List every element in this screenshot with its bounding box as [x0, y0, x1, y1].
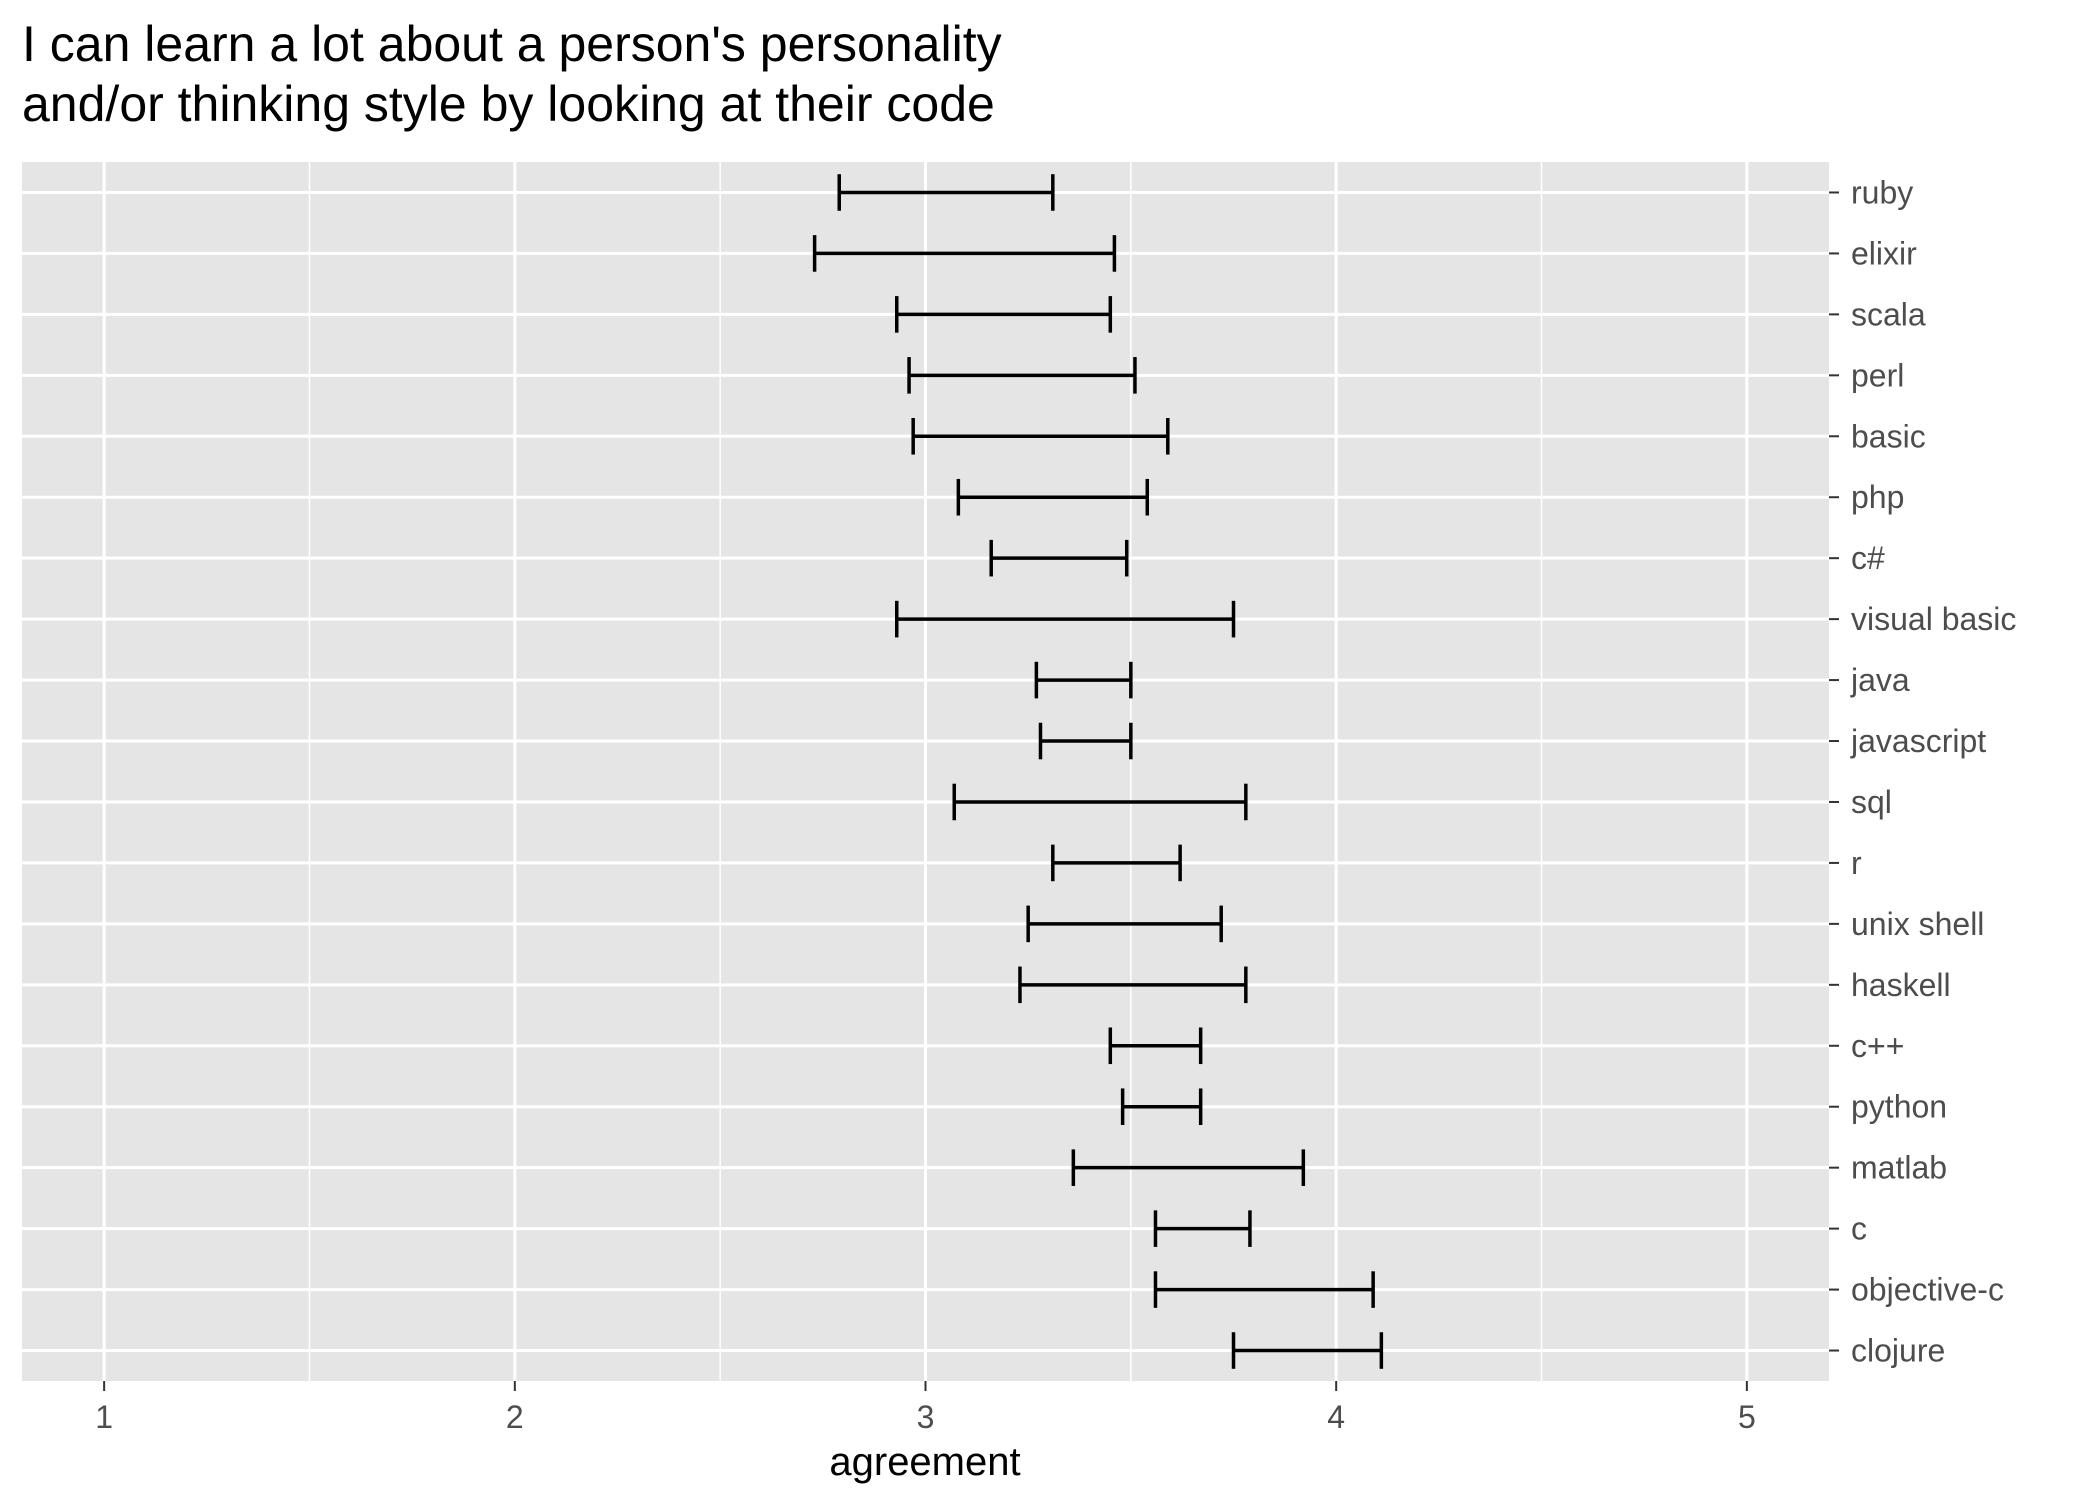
errorbar-matlab — [1071, 1149, 1306, 1186]
x-tick-label: 2 — [506, 1399, 524, 1435]
chart-title: I can learn a lot about a person's perso… — [22, 14, 1002, 134]
errorbar-sql — [952, 783, 1248, 821]
y-tick-label: javascript — [1850, 723, 1986, 759]
y-tick-label: python — [1851, 1089, 1947, 1125]
errorbar-ruby — [837, 174, 1055, 211]
y-tick-label: basic — [1851, 418, 1926, 454]
x-tick-label: 1 — [95, 1399, 113, 1435]
y-tick-label: clojure — [1851, 1333, 1945, 1369]
y-tick-label: ruby — [1851, 174, 1913, 210]
y-tick-label: perl — [1851, 357, 1904, 393]
errorbar-c — [1153, 1210, 1252, 1247]
y-tick-label: c++ — [1851, 1028, 1904, 1064]
gridlines — [22, 162, 1829, 1381]
axes: 1 2 3 4 5 ruby elixir scala perl basic php c# visual… — [95, 174, 2016, 1435]
errorbar-objective-c — [1153, 1271, 1375, 1308]
errorbar-python — [1120, 1088, 1203, 1126]
y-tick-label: php — [1851, 479, 1904, 515]
chart-title-line-1: I can learn a lot about a person's perso… — [22, 16, 1002, 72]
errorbar-unix-shell — [1026, 905, 1223, 943]
y-tick-label: sql — [1851, 784, 1892, 820]
errorbar-visual-basic — [895, 600, 1236, 638]
x-tick-label: 5 — [1738, 1399, 1756, 1435]
y-tick-label: visual basic — [1851, 601, 2016, 637]
x-axis-title: agreement — [829, 1440, 1020, 1484]
errorbar-c- — [989, 539, 1129, 577]
y-tick-label: matlab — [1851, 1150, 1947, 1186]
y-tick-label: scala — [1851, 296, 1926, 332]
errorbar-c- — [1108, 1027, 1203, 1065]
chart-title-line-2: and/or thinking style by looking at thei… — [22, 76, 995, 132]
errorbar-scala — [895, 296, 1113, 333]
y-tick-label: objective-c — [1851, 1272, 2004, 1308]
errorbar-haskell — [1018, 966, 1248, 1004]
errorbar-php — [956, 478, 1150, 516]
errorbar-elixir — [812, 235, 1117, 272]
errorbar-java — [1034, 661, 1133, 699]
y-tick-label: haskell — [1851, 967, 1951, 1003]
errorbar-clojure — [1231, 1332, 1384, 1369]
y-tick-label: java — [1850, 662, 1910, 698]
errorbars — [812, 174, 1384, 1369]
y-tick-label: c# — [1851, 540, 1885, 576]
errorbar-perl — [907, 357, 1137, 394]
errorbar-r — [1051, 844, 1182, 882]
x-tick-label: 3 — [917, 1399, 935, 1435]
errorbar-javascript — [1038, 722, 1133, 760]
y-tick-label: c — [1851, 1211, 1867, 1247]
x-tick-label: 4 — [1327, 1399, 1345, 1435]
y-tick-label: elixir — [1851, 235, 1917, 271]
y-tick-label: unix shell — [1851, 906, 1984, 942]
errorbar-basic — [911, 417, 1170, 455]
y-tick-label: r — [1851, 845, 1862, 881]
